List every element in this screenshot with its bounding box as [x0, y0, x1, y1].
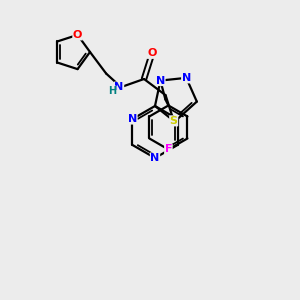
Text: N: N — [150, 153, 160, 163]
Text: S: S — [170, 116, 178, 126]
Text: O: O — [73, 30, 82, 40]
Text: N: N — [182, 73, 191, 83]
Text: O: O — [147, 48, 157, 58]
Text: H: H — [108, 86, 116, 96]
Text: N: N — [156, 76, 165, 85]
Text: N: N — [114, 82, 124, 92]
Text: F: F — [165, 145, 172, 154]
Text: N: N — [128, 114, 137, 124]
